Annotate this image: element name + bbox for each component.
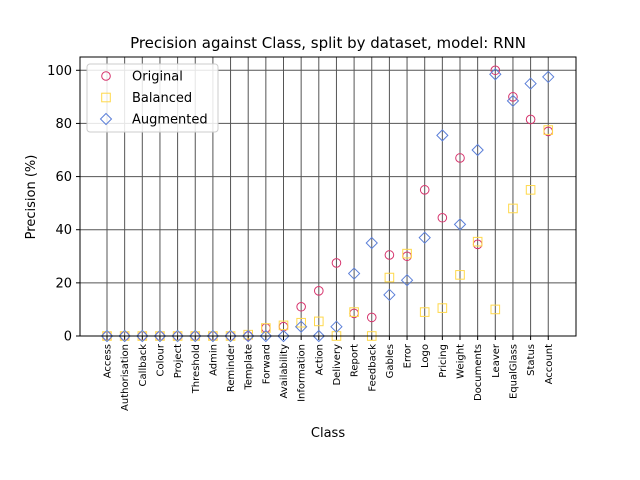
point-balanced <box>261 323 271 333</box>
point-augmented <box>118 329 131 343</box>
point-original <box>296 301 306 312</box>
y-tick-label: 0 <box>64 330 72 345</box>
x-tick-label: Error <box>403 343 414 368</box>
point-original <box>455 153 465 163</box>
point-augmented <box>259 329 273 343</box>
point-balanced <box>314 316 324 327</box>
point-balanced <box>419 307 430 317</box>
legend: Original Balanced Augmented <box>86 63 219 133</box>
x-tick-label: Template <box>244 344 255 391</box>
point-augmented <box>524 77 537 90</box>
point-original <box>366 312 377 323</box>
point-augmented <box>347 267 361 280</box>
point-augmented <box>453 218 467 231</box>
y-tick-label: 20 <box>55 276 72 291</box>
x-axis-ticks: Access Authorisation Callback Colour Project… <box>103 336 555 411</box>
point-balanced <box>384 272 395 283</box>
x-tick-label: Forward <box>261 344 272 384</box>
point-augmented <box>365 236 378 250</box>
point-balanced <box>437 303 448 313</box>
point-balanced <box>508 203 518 214</box>
point-augmented <box>294 320 308 333</box>
x-axis-label: Class <box>311 426 345 441</box>
point-augmented <box>330 320 343 333</box>
point-original <box>331 258 342 268</box>
x-tick-label: Status <box>526 344 537 376</box>
point-augmented <box>436 129 449 142</box>
legend-marker-original <box>101 71 111 81</box>
point-augmented <box>100 329 114 343</box>
point-augmented <box>542 70 555 84</box>
x-tick-label: Feedback <box>367 344 378 392</box>
x-tick-label: Action <box>314 344 325 375</box>
legend-label-augmented: Augmented <box>132 113 208 128</box>
x-tick-label: Pricing <box>438 344 449 378</box>
point-augmented <box>418 231 431 244</box>
x-tick-label: Authorisation <box>120 344 131 411</box>
legend-box <box>86 63 219 133</box>
point-augmented <box>206 329 220 343</box>
point-original <box>508 92 518 102</box>
point-augmented <box>189 329 202 343</box>
point-balanced <box>490 304 501 315</box>
point-original <box>384 250 395 260</box>
x-tick-label: Access <box>103 344 114 378</box>
x-tick-label: Colour <box>155 343 166 376</box>
x-tick-label: Threshold <box>191 344 202 394</box>
x-tick-label: Reminder <box>226 343 237 392</box>
point-augmented <box>383 288 396 302</box>
y-tick-label: 60 <box>55 170 72 185</box>
x-tick-label: Callback <box>138 344 149 387</box>
point-original <box>490 65 501 76</box>
x-tick-label: Leaver <box>491 343 502 378</box>
point-augmented <box>312 329 326 343</box>
point-balanced <box>472 236 483 247</box>
x-tick-label: EqualGlass <box>508 344 519 399</box>
point-balanced <box>349 307 359 317</box>
legend-label-balanced: Balanced <box>132 91 192 106</box>
x-tick-label: Logo <box>420 344 431 368</box>
x-tick-label: Gables <box>385 344 396 378</box>
point-balanced <box>296 317 306 328</box>
x-tick-label: Report <box>350 344 361 377</box>
point-augmented <box>171 329 184 343</box>
point-original <box>419 185 430 195</box>
point-balanced <box>455 270 465 280</box>
point-augmented <box>277 329 290 343</box>
x-tick-label: Availability <box>279 344 290 399</box>
y-axis-ticks: 0 20 40 60 80 100 <box>47 64 80 345</box>
point-balanced <box>543 125 554 135</box>
x-tick-label: Information <box>297 344 308 402</box>
point-augmented <box>241 329 255 343</box>
point-original <box>525 114 536 125</box>
point-augmented <box>400 273 414 287</box>
point-balanced <box>402 248 412 259</box>
point-balanced <box>525 185 536 195</box>
point-augmented <box>224 329 237 343</box>
chart-title: Precision against Class, split by datase… <box>130 34 526 52</box>
legend-marker-balanced <box>101 92 111 103</box>
y-tick-label: 40 <box>55 223 72 238</box>
x-tick-label: Weight <box>456 344 467 379</box>
point-augmented <box>136 329 149 343</box>
x-tick-label: Delivery <box>332 344 343 386</box>
x-tick-label: Account <box>544 344 555 384</box>
point-augmented <box>471 143 484 157</box>
legend-label-original: Original <box>132 70 183 85</box>
x-tick-label: Project <box>173 344 184 378</box>
point-original <box>437 212 448 223</box>
point-augmented <box>153 329 167 343</box>
point-original <box>314 286 324 296</box>
y-axis-label: Precision (%) <box>24 155 39 240</box>
y-tick-label: 100 <box>47 64 72 79</box>
x-tick-label: Documents <box>473 344 484 401</box>
point-balanced <box>278 320 289 331</box>
x-tick-label: Admin <box>208 344 219 376</box>
point-augmented <box>506 94 520 108</box>
plot-frame <box>79 56 577 337</box>
y-tick-label: 80 <box>55 117 72 132</box>
legend-marker-augmented <box>99 112 113 126</box>
point-augmented <box>489 68 502 81</box>
